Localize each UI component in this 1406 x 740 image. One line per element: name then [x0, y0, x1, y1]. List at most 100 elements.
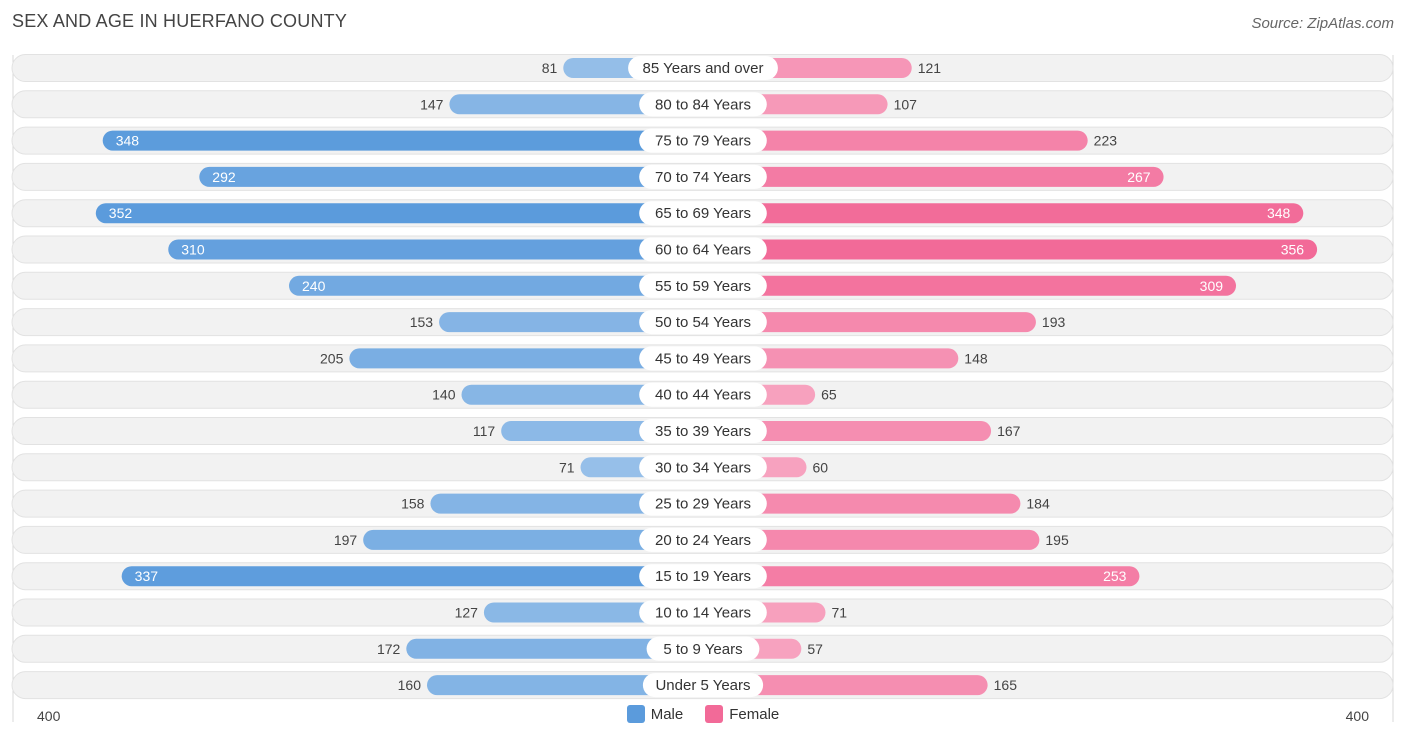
value-label-female: 71 [831, 605, 847, 621]
chart-row: 292 267 70 to 74 Years [11, 162, 1394, 191]
category-label: 20 to 24 Years [655, 532, 751, 549]
category-pill [639, 164, 767, 189]
category-pill [628, 56, 778, 80]
category-label: 50 to 54 Years [655, 314, 751, 331]
legend-item-male[interactable]: Male [626, 705, 684, 723]
chart-row: 147 107 80 to 84 Years [11, 90, 1394, 119]
chart-row: 153 193 50 to 54 Years [11, 308, 1394, 337]
bar-male [102, 130, 703, 151]
value-label-female: 309 [1200, 278, 1224, 294]
chart-row: 240 309 55 to 59 Years [11, 271, 1394, 300]
chart-row: 140 65 40 to 44 Years [11, 380, 1394, 409]
category-pill [639, 419, 767, 443]
category-label: 65 to 69 Years [655, 205, 751, 222]
bar-male [289, 275, 703, 296]
category-pill [639, 382, 767, 407]
category-pill [639, 600, 767, 625]
chart-row: 310 356 60 to 64 Years [11, 235, 1394, 264]
bar-female [703, 566, 1140, 587]
value-label-male: 117 [473, 423, 496, 439]
legend-swatch-male [626, 705, 645, 723]
bar-male [406, 638, 703, 659]
legend-item-female[interactable]: Female [705, 705, 779, 723]
value-label-male: 160 [398, 677, 422, 693]
category-pill [639, 273, 767, 298]
chart-row: 352 348 65 to 69 Years [11, 199, 1394, 228]
bar-male [427, 675, 703, 696]
bar-female [703, 275, 1237, 296]
category-pill [639, 92, 767, 117]
category-pill [639, 564, 767, 589]
bar-female [703, 348, 959, 369]
value-label-male: 147 [420, 96, 444, 112]
chart-row: 71 60 30 to 34 Years [11, 453, 1394, 482]
category-label: Under 5 Years [655, 677, 750, 694]
category-pill [639, 346, 767, 371]
bar-female [703, 239, 1318, 260]
value-label-male: 240 [302, 278, 326, 294]
value-label-male: 337 [135, 568, 159, 584]
chart-row: 160 165 Under 5 Years [11, 671, 1394, 700]
value-label-male: 153 [410, 314, 434, 330]
category-pill [639, 237, 767, 262]
value-label-female: 107 [894, 96, 918, 112]
category-pill [646, 636, 760, 661]
value-label-female: 348 [1267, 205, 1291, 221]
bar-male [439, 312, 703, 333]
value-label-male: 127 [455, 605, 479, 621]
value-label-female: 60 [813, 459, 829, 475]
category-label: 80 to 84 Years [655, 96, 751, 113]
value-label-female: 165 [994, 677, 1018, 693]
chart-row: 348 223 75 to 79 Years [11, 126, 1394, 155]
value-label-female: 356 [1281, 242, 1305, 258]
bar-female [703, 130, 1088, 151]
bar-male [95, 203, 704, 224]
value-label-male: 172 [377, 641, 401, 657]
bar-male [449, 94, 703, 115]
source-label: Source: ZipAtlas.com [1251, 15, 1394, 32]
bar-female [703, 529, 1040, 550]
value-label-male: 197 [334, 532, 358, 548]
category-label: 5 to 9 Years [663, 641, 742, 658]
category-pill [639, 201, 767, 226]
bar-male [199, 166, 704, 187]
value-label-male: 348 [116, 133, 140, 149]
value-label-female: 167 [997, 423, 1021, 439]
value-label-female: 193 [1042, 314, 1066, 330]
value-label-male: 140 [432, 387, 456, 403]
value-label-female: 253 [1103, 568, 1127, 584]
value-label-male: 205 [320, 350, 344, 366]
category-label: 35 to 39 Years [655, 423, 751, 440]
chart-row: 81 121 85 Years and over [11, 54, 1394, 82]
category-label: 55 to 59 Years [655, 278, 751, 295]
value-label-male: 81 [542, 60, 558, 76]
category-label: 75 to 79 Years [655, 133, 751, 150]
bar-female [703, 312, 1036, 333]
value-label-male: 352 [109, 205, 133, 221]
value-label-male: 71 [559, 459, 575, 475]
value-label-female: 65 [821, 387, 837, 403]
category-pill [639, 310, 767, 335]
bar-male [363, 529, 703, 550]
value-label-male: 292 [212, 169, 236, 185]
legend: Male Female [0, 705, 1406, 723]
chart-row: 205 148 45 to 49 Years [11, 344, 1394, 373]
legend-label-female: Female [729, 705, 780, 723]
category-label: 25 to 29 Years [655, 496, 751, 513]
chart-row: 127 71 10 to 14 Years [11, 598, 1394, 627]
value-label-male: 158 [401, 496, 425, 512]
category-label: 70 to 74 Years [655, 169, 751, 186]
value-label-female: 195 [1045, 532, 1069, 548]
category-label: 15 to 19 Years [655, 568, 751, 585]
category-label: 40 to 44 Years [655, 387, 751, 404]
category-label: 45 to 49 Years [655, 350, 751, 367]
bar-female [703, 421, 992, 441]
chart-title: SEX AND AGE IN HUERFANO COUNTY [12, 11, 348, 31]
bar-male [349, 348, 703, 369]
axis-label-left: 400 [37, 708, 61, 724]
category-pill [639, 128, 767, 153]
value-label-female: 121 [918, 60, 942, 76]
category-label: 85 Years and over [643, 60, 764, 77]
category-label: 30 to 34 Years [655, 459, 751, 476]
legend-label-male: Male [650, 705, 684, 723]
